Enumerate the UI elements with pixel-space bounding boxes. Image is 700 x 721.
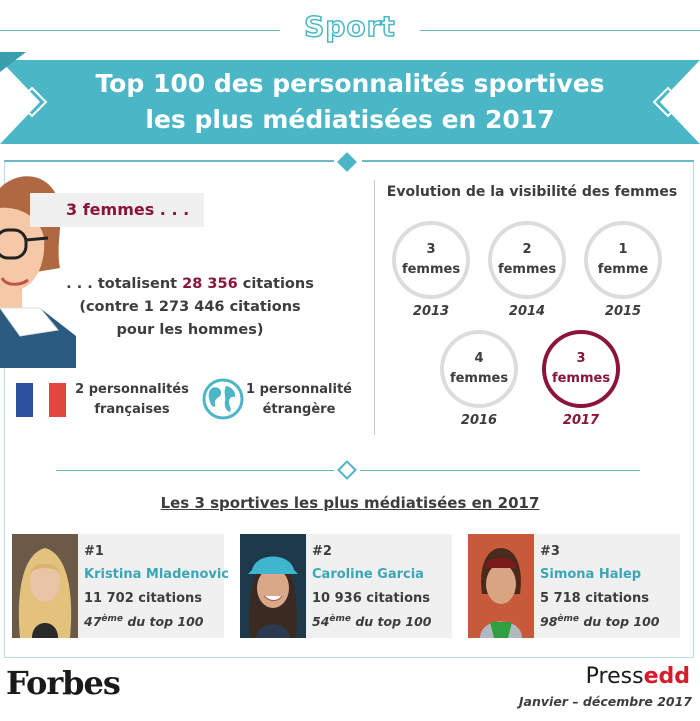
unit-2016: femmes: [449, 371, 509, 386]
circle-2015: 1 femme: [584, 221, 662, 299]
totals-value: 28 356: [182, 276, 238, 292]
athlete-rank-2: #2: [312, 544, 332, 559]
section-rule-right: [360, 470, 640, 471]
athlete-card-2: #2 Caroline Garcia 10 936 citations 54èm…: [240, 534, 452, 638]
category-title: Sport: [303, 9, 396, 44]
athlete-citations-2: 10 936 citations: [312, 591, 431, 606]
position-suffix-1: ème: [101, 614, 123, 624]
content-frame: [4, 160, 694, 658]
athlete-name-3: Simona Halep: [540, 567, 642, 582]
athlete-position-1: 47ème du top 100: [84, 614, 204, 629]
athlete-name-2: Caroline Garcia: [312, 567, 424, 582]
position-number-3: 98: [540, 614, 558, 630]
circle-2014: 2 femmes: [488, 221, 566, 299]
unit-2013: femmes: [401, 262, 461, 277]
position-suffix-3: ème: [557, 614, 579, 624]
year-2017: 2017: [562, 413, 600, 428]
french-count-label: 2 personnalités françaises: [72, 380, 192, 420]
athlete-citations-1: 11 702 citations: [84, 591, 203, 606]
comparison-line2: pour les hommes): [116, 322, 264, 338]
athlete-card-1: #1 Kristina Mladenovic 11 702 citations …: [12, 534, 229, 638]
totals-suffix: citations: [242, 276, 314, 292]
athlete-citations-3: 5 718 citations: [540, 591, 649, 606]
sport-rule-left: [0, 30, 280, 31]
position-number-2: 54: [312, 614, 330, 630]
totals-text: . . . totalisent 28 356 citations (contr…: [60, 273, 320, 342]
year-2013: 2013: [412, 304, 450, 319]
unit-2015: femme: [597, 262, 649, 277]
count-2016: 4: [474, 351, 484, 366]
totals-line: . . . totalisent 28 356 citations: [60, 273, 320, 296]
top3-title: Les 3 sportives les plus médiatisées en …: [160, 494, 540, 512]
athlete-rank-3: #3: [540, 544, 560, 559]
banner-diamond-left-icon: [16, 86, 48, 118]
foreign-line2: étrangère: [262, 402, 336, 417]
athlete-name-1: Kristina Mladenovic: [84, 567, 230, 582]
evolution-title: Evolution de la visibilité des femmes: [386, 184, 678, 200]
french-line1: 2 personnalités: [75, 382, 189, 397]
athlete-card-3: #3 Simona Halep 5 718 citations 98ème du…: [468, 534, 680, 638]
comparison-line1: (contre 1 273 446 citations: [79, 299, 301, 315]
athlete-photo-3: [468, 534, 534, 638]
section-rule-left: [56, 470, 334, 471]
athlete-rank-1: #1: [84, 544, 104, 559]
count-2014: 2: [522, 242, 532, 257]
unit-2017: femmes: [551, 371, 611, 386]
women-count-box: 3 femmes . . .: [30, 193, 204, 227]
foreign-count-label: 1 personnalité étrangère: [244, 380, 354, 420]
unit-2014: femmes: [497, 262, 557, 277]
year-2016: 2016: [460, 413, 498, 428]
main-title-line2: les plus médiatisées en 2017: [145, 105, 555, 134]
banner-diamond-right-icon: [652, 86, 684, 118]
athlete-position-2: 54ème du top 100: [312, 614, 432, 629]
position-text-2: du top 100: [351, 614, 432, 630]
circle-2013: 3 femmes: [392, 221, 470, 299]
main-title: Top 100 des personnalités sportives les …: [0, 66, 700, 138]
globe-icon: [202, 378, 244, 420]
vertical-divider: [374, 180, 375, 435]
count-2015: 1: [618, 242, 628, 257]
count-2013: 3: [426, 242, 436, 257]
woman-illustration-icon: [0, 176, 76, 368]
sport-rule-right: [420, 30, 700, 31]
french-flag-icon: [16, 383, 66, 417]
circle-2017: 3 femmes: [542, 330, 620, 408]
athlete-photo-2: [240, 534, 306, 638]
athlete-photo-1: [12, 534, 78, 638]
circle-2016: 4 femmes: [440, 330, 518, 408]
main-title-line1: Top 100 des personnalités sportives: [95, 69, 605, 98]
year-2015: 2015: [604, 304, 642, 319]
top-rule-left: [4, 160, 334, 162]
totals-prefix: . . . totalisent: [66, 276, 178, 292]
forbes-logo: Forbes: [6, 664, 121, 702]
position-text-1: du top 100: [123, 614, 204, 630]
position-number-1: 47: [84, 614, 102, 630]
pressedd-logo-press: Press: [585, 664, 644, 689]
title-banner: [0, 52, 700, 144]
french-line2: françaises: [94, 402, 170, 417]
position-suffix-2: ème: [329, 614, 351, 624]
top-rule-right: [362, 160, 694, 162]
count-2017: 3: [576, 351, 586, 366]
pressedd-logo: Pressedd: [586, 664, 690, 689]
foreign-line1: 1 personnalité: [246, 382, 352, 397]
year-2014: 2014: [508, 304, 546, 319]
pressedd-logo-edd: edd: [643, 664, 690, 689]
athlete-position-3: 98ème du top 100: [540, 614, 660, 629]
period-label: Janvier – décembre 2017: [518, 694, 692, 709]
position-text-3: du top 100: [579, 614, 660, 630]
